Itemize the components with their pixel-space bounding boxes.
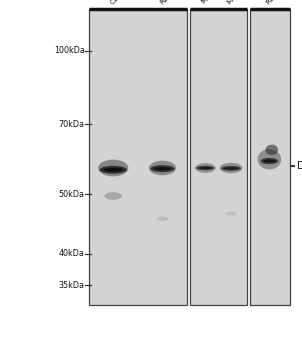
- Ellipse shape: [149, 161, 176, 175]
- Text: C2C12: C2C12: [109, 0, 130, 5]
- Ellipse shape: [261, 158, 278, 164]
- Ellipse shape: [103, 168, 124, 172]
- Ellipse shape: [157, 216, 168, 221]
- Text: 100kDa: 100kDa: [54, 46, 85, 55]
- Ellipse shape: [265, 145, 278, 155]
- Text: 40kDa: 40kDa: [59, 249, 85, 258]
- Ellipse shape: [199, 167, 212, 169]
- Text: 70kDa: 70kDa: [59, 120, 85, 129]
- Ellipse shape: [263, 160, 276, 162]
- Ellipse shape: [220, 163, 242, 173]
- Bar: [190, 9, 247, 304]
- Ellipse shape: [196, 166, 214, 170]
- Text: 50kDa: 50kDa: [59, 190, 85, 199]
- Ellipse shape: [153, 167, 172, 170]
- Ellipse shape: [225, 211, 237, 216]
- Ellipse shape: [258, 149, 281, 169]
- Bar: [89, 9, 187, 304]
- Ellipse shape: [98, 160, 128, 176]
- Text: Mouse heart: Mouse heart: [227, 0, 263, 5]
- Text: Desmin: Desmin: [297, 161, 302, 170]
- Text: RD: RD: [158, 0, 170, 5]
- Ellipse shape: [150, 165, 175, 172]
- Text: Mouse lung: Mouse lung: [201, 0, 235, 5]
- Ellipse shape: [221, 166, 241, 171]
- Ellipse shape: [104, 192, 122, 200]
- Ellipse shape: [195, 163, 216, 173]
- Ellipse shape: [100, 166, 127, 174]
- Bar: [250, 9, 290, 304]
- Ellipse shape: [224, 167, 238, 169]
- Text: Rat heart: Rat heart: [265, 0, 293, 5]
- Text: 35kDa: 35kDa: [59, 281, 85, 290]
